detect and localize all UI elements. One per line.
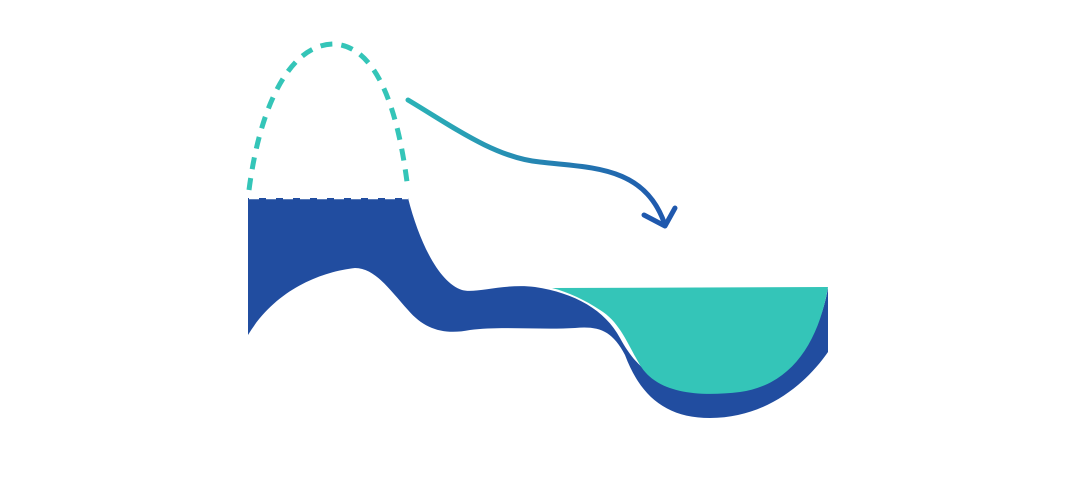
transfer-arrow-shaft <box>405 97 668 228</box>
dashed-mound-outline <box>246 41 411 191</box>
navy-landmass-band <box>248 198 828 418</box>
curved-arrow-icon <box>405 97 678 229</box>
transfer-arrow-head <box>641 205 678 229</box>
teal-water-basin <box>552 287 828 394</box>
